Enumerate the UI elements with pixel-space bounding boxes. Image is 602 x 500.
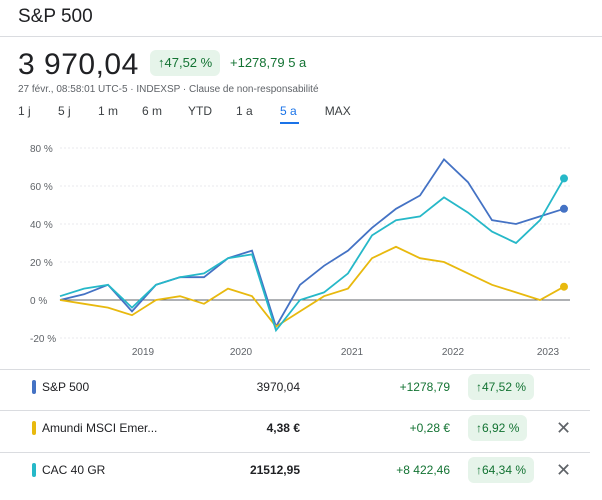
close-icon[interactable]: ✕: [556, 460, 572, 480]
series-color-marker: [32, 463, 36, 477]
row-change: +0,28 €: [409, 421, 450, 435]
tab-1-year[interactable]: 1 a: [236, 104, 253, 118]
comparison-row-sp500[interactable]: S&P 500 3970,04 +1278,79 ↑47,52 %: [0, 369, 590, 408]
tab-5-days[interactable]: 5 j: [58, 104, 71, 118]
y-tick-label: -20 %: [30, 334, 56, 345]
x-tick-label: 2020: [230, 347, 253, 358]
row-pct-badge: ↑6,92 %: [468, 415, 528, 441]
quote-meta: 27 févr., 08:58:01 UTC-5 · INDEXSP · Cla…: [18, 84, 319, 95]
series-line-0: [59, 158, 565, 329]
row-pct-badge: ↑47,52 %: [468, 374, 535, 400]
series-endpoint-1: [560, 282, 568, 291]
tab-1-month[interactable]: 1 m: [98, 104, 119, 118]
row-value: 21512,95: [249, 463, 300, 477]
performance-chart: 80 % 60 % 40 % 20 % 0 % -20 % 2019 2020 2021 202…: [30, 144, 570, 358]
tab-1-day[interactable]: 1 j: [18, 104, 31, 118]
page-title: S&P 500: [18, 6, 93, 27]
row-change: +1278,79: [399, 380, 450, 394]
close-icon[interactable]: ✕: [556, 418, 572, 438]
row-name: Amundi MSCI Emer...: [42, 421, 158, 435]
y-tick-label: 40 %: [30, 220, 53, 231]
tab-max[interactable]: MAX: [324, 104, 351, 118]
x-tick-label: 2021: [341, 347, 364, 358]
series-lines: [59, 158, 568, 333]
row-change: +8 422,46: [396, 463, 450, 477]
series-line-2: [59, 177, 565, 333]
divider: [0, 36, 602, 37]
comparison-row-amundi[interactable]: Amundi MSCI Emer... 4,38 € +0,28 € ↑6,92…: [0, 410, 590, 449]
series-color-marker: [32, 421, 36, 435]
tab-6-months[interactable]: 6 m: [142, 104, 163, 118]
row-name: CAC 40 GR: [42, 463, 106, 477]
tab-5-years[interactable]: 5 a: [280, 104, 299, 124]
price: 3 970,04: [18, 48, 139, 81]
percent-change-badge: ↑47,52 %: [150, 50, 221, 76]
range-tabs: 1 j 5 j 1 m 6 m YTD 1 a 5 a MAX: [18, 104, 365, 124]
row-name: S&P 500: [42, 380, 90, 394]
row-value: 3970,04: [256, 380, 300, 394]
y-tick-label: 20 %: [30, 258, 53, 269]
y-tick-label: 0 %: [30, 296, 47, 307]
series-endpoint-0: [560, 204, 568, 213]
series-endpoint-2: [560, 174, 568, 183]
x-tick-label: 2019: [132, 347, 155, 358]
x-axis-ticks: 2019 2020 2021 2022 2023: [132, 347, 560, 358]
x-tick-label: 2023: [537, 347, 560, 358]
row-pct-badge: ↑64,34 %: [468, 457, 535, 483]
y-tick-label: 60 %: [30, 182, 53, 193]
x-tick-label: 2022: [442, 347, 465, 358]
y-axis-ticks: 80 % 60 % 40 % 20 % 0 % -20 %: [30, 144, 56, 345]
series-color-marker: [32, 380, 36, 394]
comparison-row-cac40[interactable]: CAC 40 GR 21512,95 +8 422,46 ↑64,34 % ✕: [0, 452, 590, 491]
row-value: 4,38 €: [266, 421, 300, 435]
series-line-1: [59, 245, 565, 328]
absolute-change: +1278,79 5 a: [230, 55, 307, 70]
tab-ytd[interactable]: YTD: [188, 104, 212, 118]
y-tick-label: 80 %: [30, 144, 53, 155]
chart-grid: [60, 147, 570, 339]
